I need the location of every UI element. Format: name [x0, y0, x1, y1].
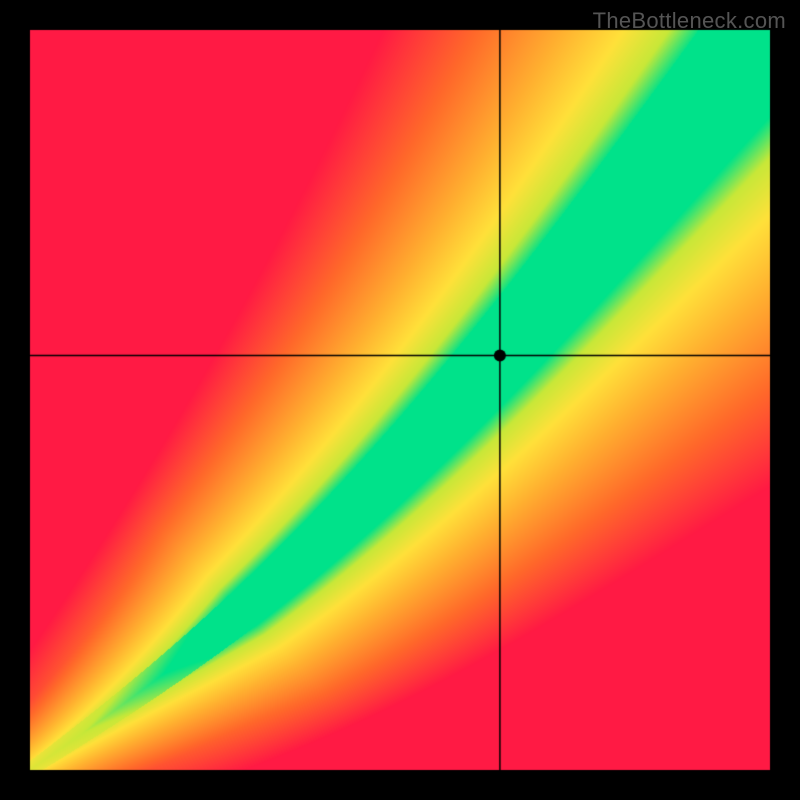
watermark-text: TheBottleneck.com — [593, 8, 786, 34]
chart-container: TheBottleneck.com — [0, 0, 800, 800]
heatmap-canvas — [0, 0, 800, 800]
